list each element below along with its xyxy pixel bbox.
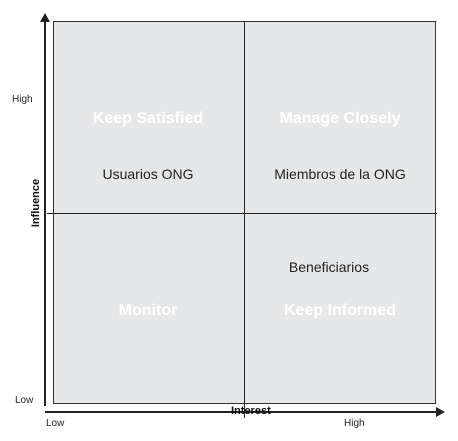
x-axis-arrow-icon bbox=[436, 407, 445, 417]
quadrant-title-keep-satisfied: Keep Satisfied bbox=[92, 110, 204, 127]
horizontal-divider bbox=[47, 213, 437, 214]
vertical-divider bbox=[244, 21, 245, 418]
y-axis-high-label: High bbox=[12, 94, 33, 105]
stakeholder-usuarios-ong: Usuarios ONG bbox=[102, 166, 194, 182]
y-axis-low-label: Low bbox=[15, 395, 34, 406]
y-axis-line bbox=[44, 15, 46, 406]
stakeholder-miembros-ong: Miembros de la ONG bbox=[274, 166, 406, 182]
quadrant-title-monitor: Monitor bbox=[118, 302, 178, 319]
x-axis-title: Interest bbox=[231, 405, 271, 417]
stakeholder-beneficiarios: Beneficiarios bbox=[288, 259, 370, 275]
quadrant-title-keep-informed: Keep Informed bbox=[283, 302, 397, 319]
x-axis-high-label: High bbox=[344, 418, 365, 429]
y-axis-arrow-icon bbox=[40, 13, 50, 22]
quadrant-title-manage-closely: Manage Closely bbox=[279, 110, 401, 127]
y-axis-title: Influence bbox=[30, 178, 42, 228]
x-axis-low-label: Low bbox=[46, 418, 65, 429]
x-axis-line bbox=[45, 411, 437, 413]
